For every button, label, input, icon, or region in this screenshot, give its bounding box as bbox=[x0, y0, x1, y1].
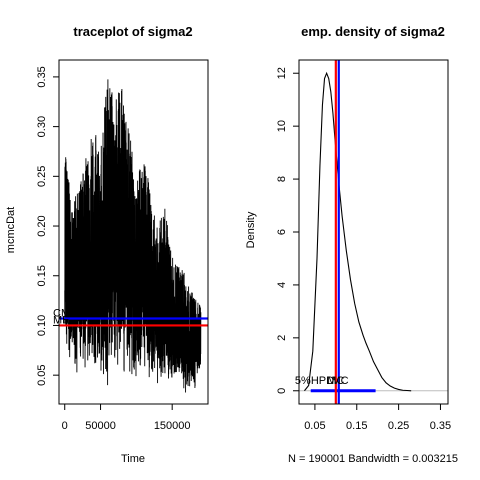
trace-series-line bbox=[64, 79, 202, 393]
density-panel: emp. density of sigma2 N = 190001 Bandwi… bbox=[245, 24, 458, 465]
density-x-tick-label: 0.25 bbox=[388, 420, 409, 432]
trace-y-tick-label: 0.10 bbox=[36, 315, 48, 336]
trace-x-tick-label: 50000 bbox=[85, 420, 116, 432]
density-y-tick-label: 8 bbox=[276, 176, 288, 182]
density-x-tick-label: 0.05 bbox=[304, 420, 325, 432]
density-interval-label-0: 5%HPD bbox=[295, 375, 334, 387]
density-x-label: N = 190001 Bandwidth = 0.003215 bbox=[288, 453, 458, 465]
traceplot-title: traceplot of sigma2 bbox=[73, 24, 192, 39]
density-x-tick-label: 0.15 bbox=[346, 420, 367, 432]
trace-y-tick-label: 0.35 bbox=[36, 66, 48, 87]
density-curve bbox=[304, 71, 412, 392]
trace-y-tick-label: 0.05 bbox=[36, 364, 48, 385]
trace-y-tick-label: 0.25 bbox=[36, 166, 48, 187]
density-y-tick-label: 6 bbox=[276, 229, 288, 235]
traceplot-x-label: Time bbox=[121, 453, 145, 465]
traceplot-y-label: mcmcDat bbox=[5, 207, 17, 253]
trace-x-tick-label: 150000 bbox=[154, 420, 191, 432]
density-x-tick-label: 0.35 bbox=[430, 420, 451, 432]
density-y-tick-label: 4 bbox=[276, 282, 288, 288]
trace-y-tick-label: 0.20 bbox=[36, 215, 48, 236]
density-y-tick-label: 10 bbox=[276, 120, 288, 132]
density-interval-label-2: MC bbox=[331, 375, 348, 387]
density-title: emp. density of sigma2 bbox=[301, 24, 445, 39]
density-y-tick-label: 2 bbox=[276, 335, 288, 341]
trace-y-tick-label: 0.15 bbox=[36, 265, 48, 286]
density-interval-label-1: MC bbox=[327, 375, 344, 387]
density-y-tick-label: 12 bbox=[276, 67, 288, 79]
trace-y-tick-label: 0.30 bbox=[36, 116, 48, 137]
density-y-label: Density bbox=[245, 211, 257, 248]
density-y-tick-label: 0 bbox=[276, 388, 288, 394]
trace-line-label-1: ME bbox=[53, 314, 70, 326]
trace-x-tick-label: 0 bbox=[62, 420, 68, 432]
